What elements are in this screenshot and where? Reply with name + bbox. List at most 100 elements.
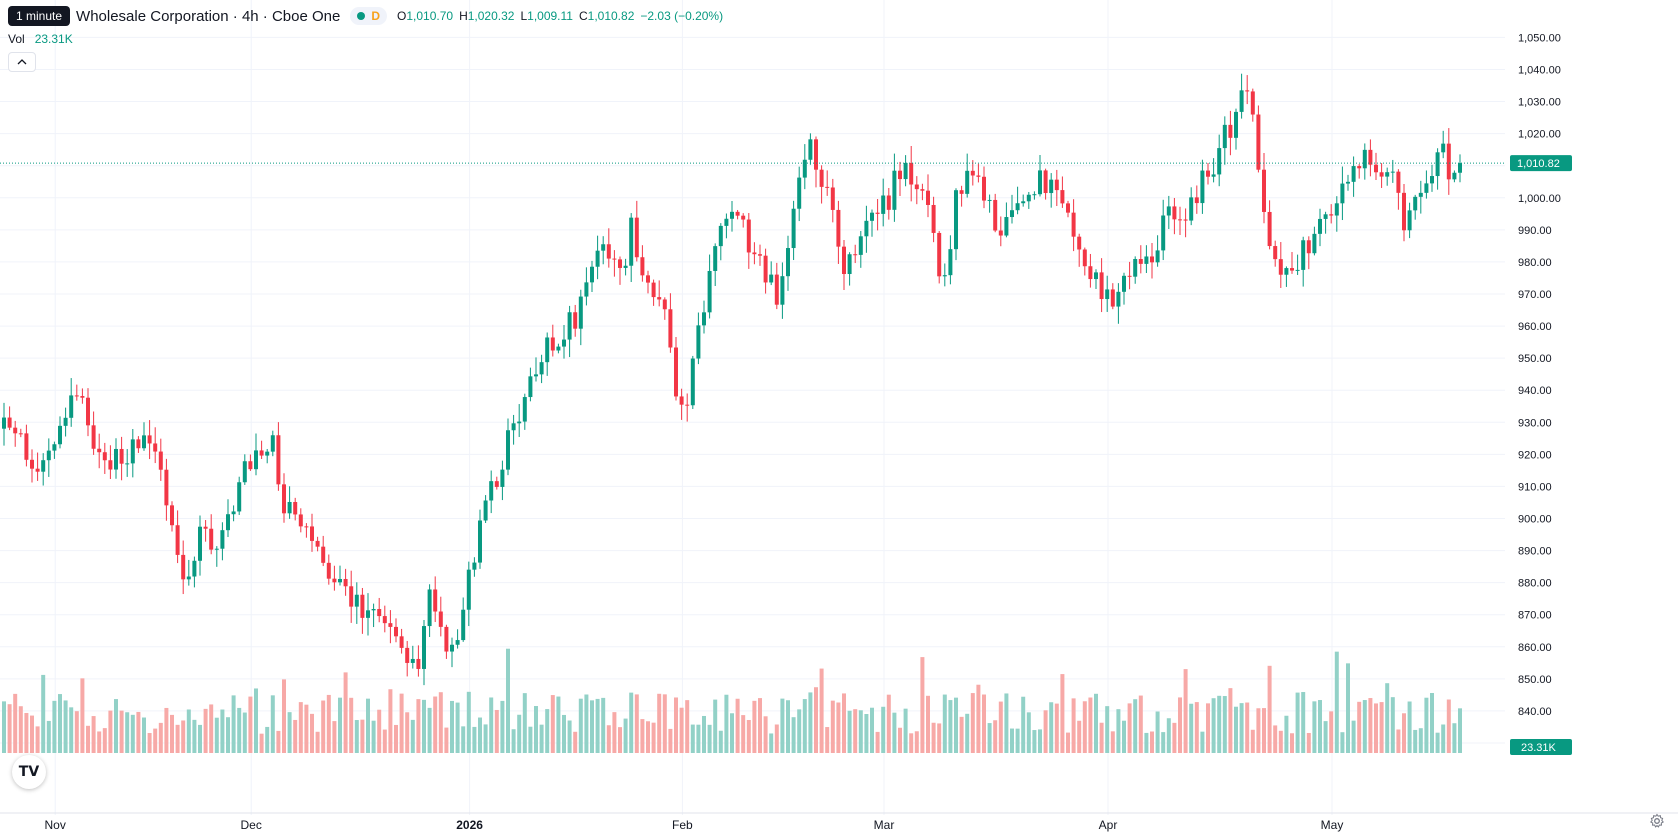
candle-body	[741, 215, 746, 220]
volume-bar	[606, 725, 611, 753]
price-tick-label: 860.00	[1518, 642, 1552, 654]
volume-bar	[231, 695, 236, 753]
candle-body	[130, 439, 135, 464]
volume-bar	[612, 712, 617, 753]
candle-body	[690, 358, 695, 406]
candle-body	[998, 230, 1003, 236]
volume-bar	[690, 724, 695, 753]
current-price-label: 1,010.82	[1517, 158, 1560, 170]
candle-body	[24, 433, 29, 460]
price-axis[interactable]: 1,050.001,040.001,030.001,020.001,010.00…	[1510, 32, 1572, 755]
candle-body	[108, 460, 113, 470]
volume-bar	[158, 722, 163, 753]
volume-bar	[354, 720, 359, 753]
symbol-title[interactable]: Wholesale Corporation · 4h · Cboe One	[76, 7, 341, 25]
volume-bar	[125, 712, 130, 753]
tradingview-logo[interactable]: TV	[12, 755, 46, 789]
volume-bar	[1402, 713, 1406, 753]
candle-body	[1099, 272, 1104, 300]
candle-body	[1211, 174, 1216, 177]
volume-bar	[931, 722, 936, 753]
gear-icon[interactable]	[1648, 812, 1666, 830]
volume-bar	[332, 721, 337, 753]
price-tick-label: 960.00	[1518, 321, 1552, 333]
volume-bar	[959, 716, 964, 753]
volume-bar	[455, 702, 460, 753]
volume-bar	[1043, 710, 1048, 753]
candle-body	[954, 190, 958, 250]
volume-bar	[886, 694, 891, 753]
volume-bar	[321, 700, 326, 753]
candle-body	[371, 609, 376, 611]
candle-body	[1004, 217, 1009, 236]
candle-body	[1206, 170, 1210, 177]
candle-body	[1396, 171, 1401, 193]
candle-body	[1082, 249, 1087, 267]
candle-body	[315, 540, 320, 547]
price-tick-label: 1,020.00	[1518, 129, 1561, 141]
volume-bar	[898, 727, 902, 753]
price-tick-label: 880.00	[1518, 578, 1552, 590]
candle-body	[377, 609, 382, 617]
volume-label: Vol	[8, 32, 25, 46]
candle-body	[382, 616, 387, 624]
interval-tooltip: 1 minute	[8, 6, 71, 26]
candle-body	[1446, 143, 1451, 180]
time-tick-label: 2026	[456, 818, 483, 832]
candle-body	[1110, 289, 1115, 307]
candle-body	[259, 450, 264, 456]
candle-body	[534, 374, 538, 377]
volume-bar	[601, 697, 606, 753]
candle-body	[444, 626, 449, 652]
candle-body	[1318, 218, 1322, 234]
candle-body	[2, 417, 6, 429]
candle-body	[774, 274, 779, 305]
time-axis[interactable]: Nov Dec 2026 Feb Mar Apr May	[0, 812, 1678, 832]
volume-bar	[1239, 703, 1244, 753]
volume-bar	[1122, 720, 1126, 753]
collapse-legend-button[interactable]	[8, 52, 36, 72]
candle-body	[730, 211, 734, 219]
candle-body	[1256, 114, 1261, 170]
candle-body	[696, 325, 701, 359]
volume-bar	[522, 693, 527, 753]
volume-legend[interactable]: Vol 23.31K	[8, 32, 73, 46]
volume-bar	[1323, 721, 1328, 753]
candle-body	[7, 417, 12, 428]
price-tick-label: 980.00	[1518, 257, 1552, 269]
current-volume-label-bg	[1510, 739, 1572, 755]
candle-body	[1458, 163, 1462, 173]
candle-body	[926, 190, 930, 205]
candle-body	[556, 346, 561, 351]
volume-bar	[786, 700, 790, 753]
volume-bar	[875, 731, 880, 753]
volume-bar	[763, 716, 768, 753]
volume-bar	[276, 730, 281, 753]
volume-bar	[982, 694, 986, 753]
volume-bar	[1418, 728, 1423, 753]
candle-body	[354, 594, 359, 607]
volume-bar	[724, 694, 729, 753]
candle-body	[416, 658, 421, 669]
candle-body	[483, 500, 488, 521]
candle-body	[69, 395, 74, 418]
volume-bar	[1390, 697, 1395, 753]
candle-body	[858, 236, 863, 255]
market-status[interactable]: D	[350, 7, 388, 25]
candle-body	[1032, 194, 1037, 196]
volume-bar	[1038, 729, 1042, 753]
volume-bar	[1351, 720, 1356, 753]
volume-bar	[595, 698, 600, 753]
candle-body	[1194, 197, 1199, 204]
candle-body	[903, 162, 908, 180]
candle-body	[668, 309, 673, 348]
volume-bar	[489, 697, 494, 753]
volume-bar	[444, 727, 449, 753]
candle-body	[399, 636, 404, 648]
volume-bar	[948, 700, 953, 753]
candle-body	[1346, 181, 1350, 184]
candle-body	[438, 611, 443, 627]
candle-body	[1435, 152, 1440, 177]
price-tick-label: 950.00	[1518, 353, 1552, 365]
